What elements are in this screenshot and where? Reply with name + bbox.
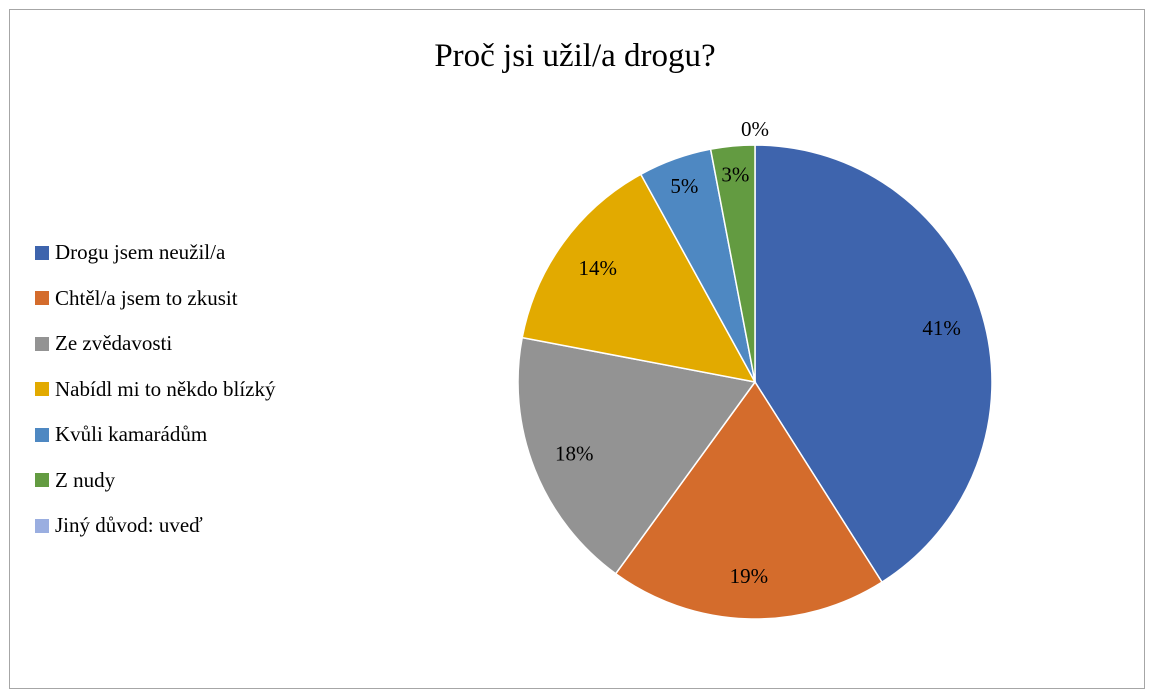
legend-label: Kvůli kamarádům bbox=[55, 422, 208, 447]
slice-label: 18% bbox=[555, 442, 594, 466]
legend-swatch bbox=[35, 473, 49, 488]
legend-item: Drogu jsem neužil/a bbox=[35, 230, 375, 276]
slice-label: 19% bbox=[730, 564, 769, 588]
legend-item: Chtěl/a jsem to zkusit bbox=[35, 276, 375, 322]
slice-label: 5% bbox=[670, 174, 698, 198]
slice-label: 14% bbox=[579, 256, 618, 280]
legend-item: Jiný důvod: uveď bbox=[35, 503, 375, 549]
slice-label: 3% bbox=[721, 162, 749, 186]
legend-item: Ze zvědavosti bbox=[35, 321, 375, 367]
legend-label: Jiný důvod: uveď bbox=[55, 513, 203, 538]
pie-slice bbox=[521, 173, 757, 384]
pie-slice bbox=[614, 380, 884, 620]
legend-swatch bbox=[35, 382, 49, 397]
slice-label: 41% bbox=[922, 316, 961, 340]
legend-label: Chtěl/a jsem to zkusit bbox=[55, 285, 238, 310]
chart-title: Proč jsi užil/a drogu? bbox=[434, 38, 716, 74]
legend: Drogu jsem neužil/a Chtěl/a jsem to zkusi… bbox=[35, 230, 375, 549]
slice-label: 0% bbox=[741, 117, 769, 141]
legend-item: Kvůli kamarádům bbox=[35, 412, 375, 458]
pie-slice bbox=[754, 144, 993, 584]
legend-label: Ze zvědavosti bbox=[55, 331, 173, 356]
legend-swatch bbox=[35, 427, 49, 442]
pie-slice bbox=[517, 336, 757, 575]
legend-swatch bbox=[35, 245, 49, 260]
pie-slice bbox=[709, 144, 756, 383]
legend-label: Nabídl mi to někdo blízký bbox=[55, 376, 276, 401]
legend-label: Z nudy bbox=[55, 467, 116, 492]
legend-swatch bbox=[35, 518, 49, 533]
legend-label: Drogu jsem neužil/a bbox=[55, 240, 226, 265]
legend-swatch bbox=[35, 291, 49, 306]
legend-swatch bbox=[35, 336, 49, 351]
legend-item: Nabídl mi to někdo blízký bbox=[35, 367, 375, 413]
legend-item: Z nudy bbox=[35, 458, 375, 504]
